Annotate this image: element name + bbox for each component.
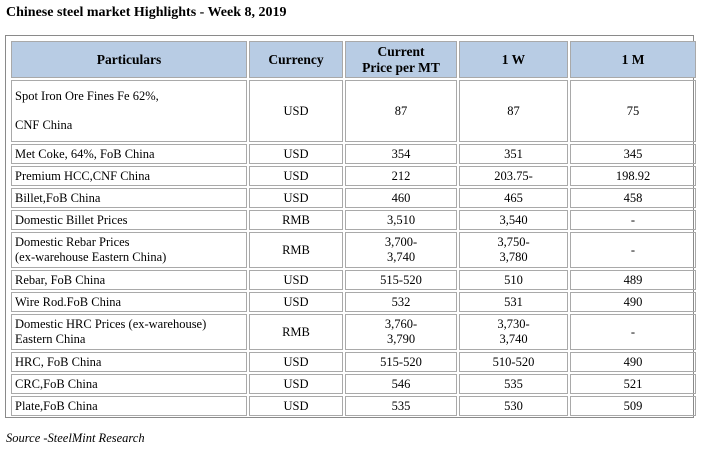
w-line1: 3,730- — [497, 317, 530, 331]
row-current: 3,510 — [345, 210, 457, 230]
row-current: 515-520 — [345, 270, 457, 290]
row-current: 515-520 — [345, 352, 457, 372]
row-1w: 510 — [459, 270, 568, 290]
header-current-line1: Current — [377, 43, 425, 59]
row-particulars: Spot Iron Ore Fines Fe 62%, CNF China — [11, 80, 247, 142]
row-1m: 509 — [570, 396, 696, 416]
row-current: 3,700- 3,740 — [345, 232, 457, 268]
table-row: Met Coke, 64%, FoB China USD 354 351 345 — [11, 144, 696, 164]
row-1w: 3,730- 3,740 — [459, 314, 568, 350]
table-row: Plate,FoB China USD 535 530 509 — [11, 396, 696, 416]
particulars-line2: (ex-warehouse Eastern China) — [15, 250, 167, 264]
w-line2: 3,780 — [499, 250, 528, 264]
row-particulars: Billet,FoB China — [11, 188, 247, 208]
price-table: Particulars Currency Current Price per M… — [9, 39, 698, 418]
table-row: Rebar, FoB China USD 515-520 510 489 — [11, 270, 696, 290]
particulars-line1: Domestic HRC Prices (ex-warehouse) — [15, 317, 207, 331]
row-current: 87 — [345, 80, 457, 142]
row-1m: 345 — [570, 144, 696, 164]
row-currency: RMB — [249, 232, 343, 268]
row-current: 532 — [345, 292, 457, 312]
table-row: Wire Rod.FoB China USD 532 531 490 — [11, 292, 696, 312]
row-currency: USD — [249, 270, 343, 290]
row-1m: - — [570, 314, 696, 350]
table-row: Domestic Billet Prices RMB 3,510 3,540 - — [11, 210, 696, 230]
table-row: Spot Iron Ore Fines Fe 62%, CNF China US… — [11, 80, 696, 142]
row-current: 460 — [345, 188, 457, 208]
row-1w: 530 — [459, 396, 568, 416]
row-1m: 490 — [570, 352, 696, 372]
header-current-price: Current Price per MT — [345, 41, 457, 78]
current-line2: 3,790 — [386, 332, 416, 346]
page-title: Chinese steel market Highlights - Week 8… — [6, 5, 287, 20]
row-1w: 3,750- 3,780 — [459, 232, 568, 268]
header-current-line2: Price per MT — [362, 59, 440, 75]
header-1m: 1 M — [570, 41, 696, 78]
row-1m: 490 — [570, 292, 696, 312]
row-1m: 489 — [570, 270, 696, 290]
header-currency: Currency — [249, 41, 343, 78]
source-note: Source -SteelMint Research — [6, 431, 145, 445]
w-line2: 3,740 — [499, 332, 528, 346]
row-particulars: Met Coke, 64%, FoB China — [11, 144, 247, 164]
particulars-line1: Spot Iron Ore Fines Fe 62%, — [15, 89, 159, 103]
row-particulars: Premium HCC,CNF China — [11, 166, 247, 186]
table-row: CRC,FoB China USD 546 535 521 — [11, 374, 696, 394]
particulars-line2: CNF China — [15, 118, 73, 132]
row-particulars: CRC,FoB China — [11, 374, 247, 394]
row-1m: 75 — [570, 80, 696, 142]
row-currency: USD — [249, 352, 343, 372]
table-row: Domestic Rebar Prices (ex-warehouse East… — [11, 232, 696, 268]
row-1m: - — [570, 210, 696, 230]
row-1m: 458 — [570, 188, 696, 208]
row-particulars: Rebar, FoB China — [11, 270, 247, 290]
current-line1: 3,760- — [384, 317, 418, 331]
row-current: 535 — [345, 396, 457, 416]
row-1w: 465 — [459, 188, 568, 208]
particulars-line2: Eastern China — [15, 332, 86, 346]
row-particulars: Domestic Billet Prices — [11, 210, 247, 230]
row-1w: 87 — [459, 80, 568, 142]
row-currency: USD — [249, 292, 343, 312]
row-particulars: Domestic HRC Prices (ex-warehouse) Easte… — [11, 314, 247, 350]
row-current: 3,760- 3,790 — [345, 314, 457, 350]
row-1w: 535 — [459, 374, 568, 394]
row-particulars: Wire Rod.FoB China — [11, 292, 247, 312]
row-current: 546 — [345, 374, 457, 394]
table-row: Billet,FoB China USD 460 465 458 — [11, 188, 696, 208]
row-1w: 351 — [459, 144, 568, 164]
row-1w: 203.75- — [459, 166, 568, 186]
particulars-line1: Domestic Rebar Prices — [15, 235, 130, 249]
row-currency: RMB — [249, 210, 343, 230]
row-1m: - — [570, 232, 696, 268]
row-particulars: Domestic Rebar Prices (ex-warehouse East… — [11, 232, 247, 268]
price-table-frame: Particulars Currency Current Price per M… — [5, 35, 696, 418]
row-currency: USD — [249, 396, 343, 416]
row-1w: 510-520 — [459, 352, 568, 372]
table-row: Domestic HRC Prices (ex-warehouse) Easte… — [11, 314, 696, 350]
header-row: Particulars Currency Current Price per M… — [11, 41, 696, 78]
row-current: 212 — [345, 166, 457, 186]
current-line2: 3,740 — [386, 250, 416, 264]
row-1w: 531 — [459, 292, 568, 312]
row-currency: RMB — [249, 314, 343, 350]
row-1m: 198.92 — [570, 166, 696, 186]
current-line1: 3,700- — [384, 235, 418, 249]
row-1w: 3,540 — [459, 210, 568, 230]
row-currency: USD — [249, 188, 343, 208]
row-currency: USD — [249, 144, 343, 164]
header-particulars: Particulars — [11, 41, 247, 78]
header-1w: 1 W — [459, 41, 568, 78]
row-particulars: Plate,FoB China — [11, 396, 247, 416]
row-1m: 521 — [570, 374, 696, 394]
row-currency: USD — [249, 166, 343, 186]
w-line1: 3,750- — [497, 235, 530, 249]
table-row: HRC, FoB China USD 515-520 510-520 490 — [11, 352, 696, 372]
table-row: Premium HCC,CNF China USD 212 203.75- 19… — [11, 166, 696, 186]
row-particulars: HRC, FoB China — [11, 352, 247, 372]
row-currency: USD — [249, 80, 343, 142]
row-currency: USD — [249, 374, 343, 394]
row-current: 354 — [345, 144, 457, 164]
